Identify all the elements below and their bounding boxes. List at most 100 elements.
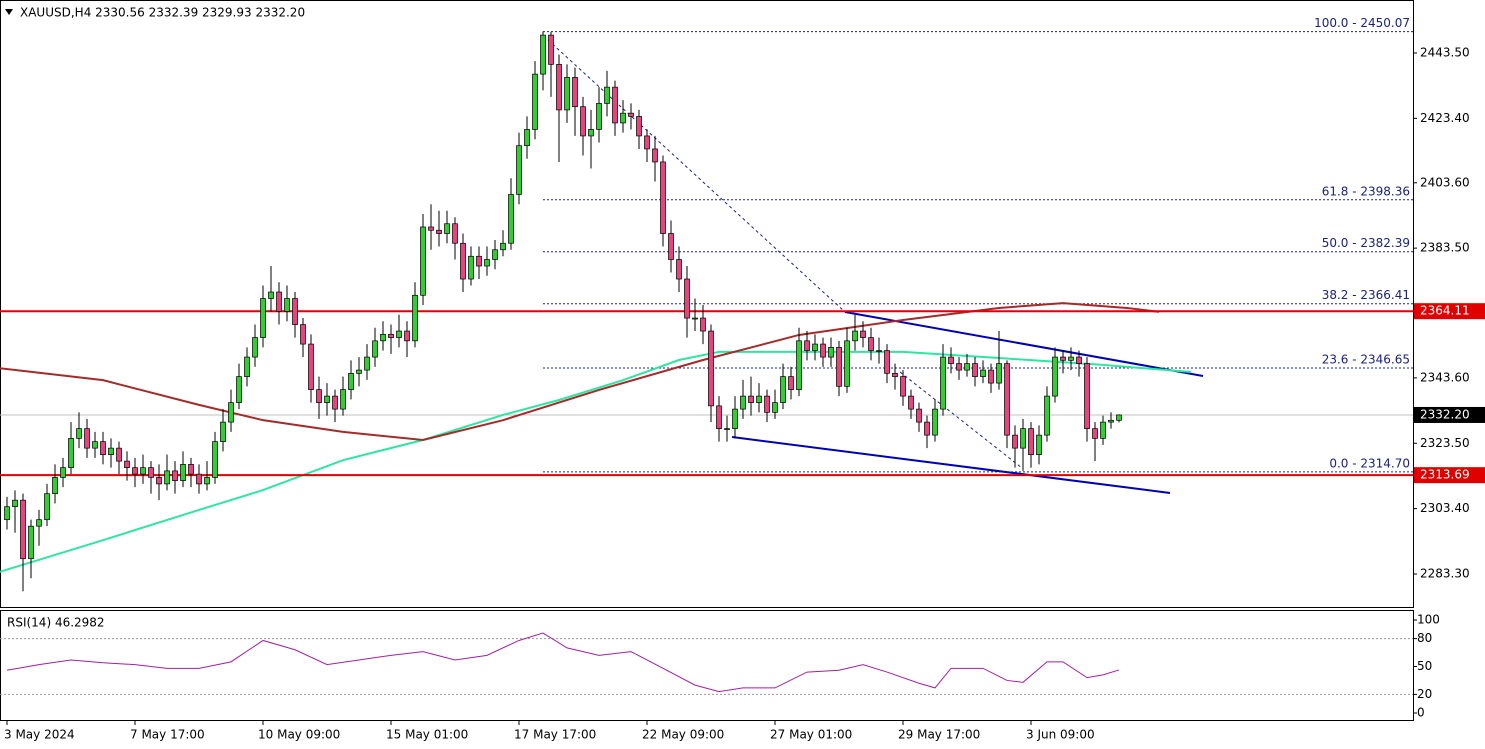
candle-body	[412, 294, 418, 342]
collapse-icon	[5, 9, 13, 15]
candle-body	[420, 226, 426, 296]
candle-body	[1012, 434, 1018, 449]
candle-body	[44, 493, 50, 521]
candle-body	[188, 464, 194, 475]
candle-body	[1092, 428, 1098, 439]
candle-body	[300, 324, 306, 345]
candle-body	[620, 112, 626, 124]
candle-body	[1036, 434, 1042, 455]
candle-body	[140, 467, 146, 475]
candle-body	[692, 317, 698, 320]
candle-body	[540, 34, 546, 75]
candle-body	[796, 340, 802, 390]
candle-body	[780, 376, 786, 403]
candle-body	[356, 369, 362, 374]
channel-lower	[731, 436, 1171, 494]
candle-body	[156, 477, 162, 485]
candle-body	[12, 499, 18, 508]
candle-body	[204, 477, 210, 485]
candle-body	[876, 350, 882, 352]
fib-label: 23.6 - 2346.65	[1322, 352, 1410, 366]
candle-body	[284, 298, 290, 312]
rsi-panel	[0, 610, 1414, 721]
candle-body	[60, 467, 66, 478]
candle-body	[404, 330, 410, 342]
candle-body	[932, 408, 938, 436]
candle-body	[924, 421, 930, 436]
y-tick-label: 2323.50	[1420, 436, 1470, 450]
candle-body	[132, 467, 138, 475]
candle-body	[380, 333, 386, 342]
candle-body	[4, 506, 10, 521]
candle-body	[492, 249, 498, 260]
x-tick-label: 22 May 09:00	[642, 728, 724, 742]
candle-body	[636, 116, 642, 137]
candle-body	[108, 447, 114, 455]
candle-body	[764, 395, 770, 413]
candle-body	[124, 460, 130, 468]
fib-label: 100.0 - 2450.07	[1314, 16, 1410, 30]
y-tick-label: 0	[1417, 706, 1425, 720]
candle-body	[788, 376, 794, 390]
candle-body	[580, 106, 586, 137]
candle-body	[548, 34, 554, 65]
header: XAUUSD,H4 2330.56 2332.39 2329.93 2332.2…	[20, 6, 305, 20]
candle-body	[1116, 414, 1122, 421]
candle-body	[516, 145, 522, 195]
candle-body	[1004, 363, 1010, 436]
candle-body	[52, 477, 58, 495]
moving-average	[0, 302, 1160, 442]
candle-body	[628, 112, 634, 117]
fib-trend-line	[899, 371, 1023, 469]
candle-body	[604, 86, 610, 104]
candle-body	[572, 77, 578, 108]
candle-body	[948, 356, 954, 364]
fib-label: 61.8 - 2398.36	[1322, 184, 1410, 198]
candle-body	[212, 441, 218, 478]
candle-body	[724, 428, 730, 430]
candle-body	[812, 343, 818, 351]
candle-body	[532, 73, 538, 130]
candle-body	[180, 464, 186, 482]
x-tick-label: 17 May 17:00	[514, 728, 596, 742]
y-tick-label: 100	[1417, 613, 1440, 627]
candle-body	[868, 337, 874, 351]
candle-body	[860, 330, 866, 338]
candle-body	[1108, 419, 1114, 423]
candle-body	[324, 395, 330, 403]
candle-body	[100, 441, 106, 455]
candle-body	[228, 402, 234, 423]
candle-body	[484, 259, 490, 267]
x-tick-label: 10 May 09:00	[258, 728, 340, 742]
candle-body	[1068, 356, 1074, 361]
candle-body	[1084, 363, 1090, 429]
candle-body	[644, 135, 650, 150]
y-tick-label: 2343.60	[1420, 370, 1470, 384]
candle-body	[460, 242, 466, 280]
candle-body	[1060, 356, 1066, 361]
candle-body	[556, 64, 562, 111]
candle-body	[836, 346, 842, 387]
candle-body	[92, 441, 98, 449]
price-label: 2364.11	[1420, 304, 1470, 318]
y-tick-label: 2423.40	[1420, 111, 1470, 125]
candle-body	[308, 343, 314, 390]
candle-body	[716, 405, 722, 429]
candle-body	[596, 103, 602, 130]
fib-trend-line	[547, 39, 846, 313]
candle-body	[196, 473, 202, 485]
price-label-box	[1414, 467, 1485, 484]
candle-body	[76, 428, 82, 439]
candle-body	[428, 226, 434, 231]
candle-body	[892, 372, 898, 377]
candle-body	[340, 389, 346, 410]
price-panel	[0, 0, 1414, 608]
candle-body	[36, 519, 42, 527]
candle-body	[436, 229, 442, 234]
candle-body	[1076, 356, 1082, 364]
fib-label: 38.2 - 2366.41	[1322, 288, 1410, 302]
candle-body	[940, 356, 946, 410]
candle-body	[564, 77, 570, 111]
candle-body	[612, 86, 618, 124]
candle-body	[660, 161, 666, 234]
